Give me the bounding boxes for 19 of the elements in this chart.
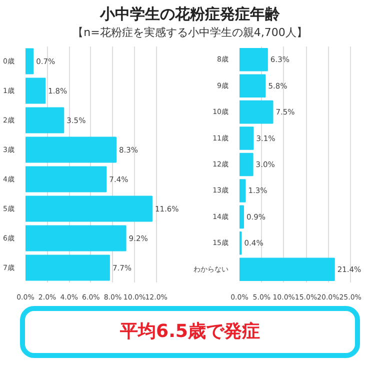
bar [240, 152, 254, 176]
bar [26, 225, 126, 252]
bar [26, 254, 110, 281]
bar [240, 126, 254, 150]
bar [26, 136, 116, 163]
bar [240, 48, 268, 72]
text: 小中学生の花粉症発症年齢 [98, 4, 281, 25]
text: 平均6.5歳で発症 [20, 306, 360, 358]
bar [26, 107, 64, 134]
bar [240, 258, 335, 282]
bar [26, 78, 46, 104]
bar [26, 48, 34, 74]
bar [240, 100, 274, 124]
bar [26, 196, 152, 222]
bar [240, 205, 244, 229]
bar [240, 179, 246, 202]
text: 【n=花粉症を実感する小中学生の親4,700人】 [72, 25, 308, 41]
bar [240, 74, 266, 98]
bar [26, 166, 107, 192]
